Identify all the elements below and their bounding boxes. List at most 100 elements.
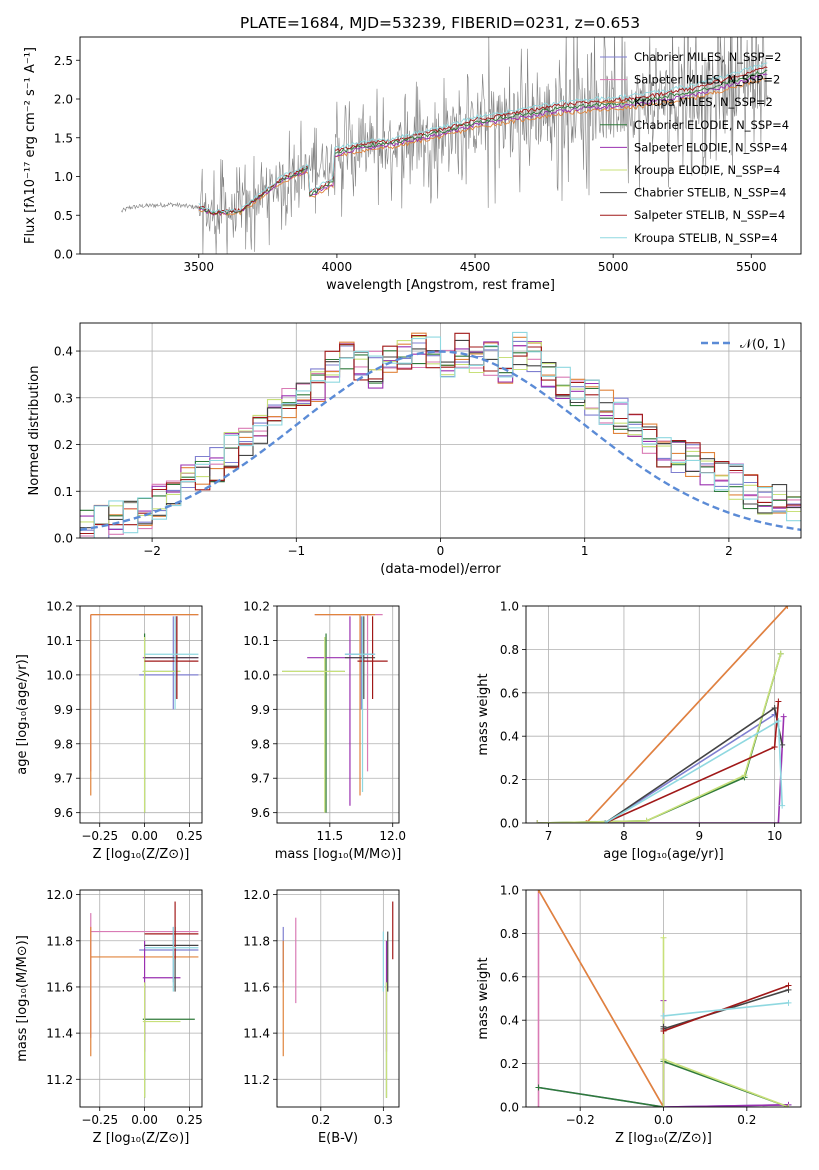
weight-marker [583, 820, 590, 823]
x-axis-label: mass [log₁₀(M/M⊙)] [275, 847, 402, 862]
errorbar-kroupa_stelib [344, 616, 376, 792]
x-tick-label: 0.0 [654, 1113, 673, 1127]
axes-frame [276, 605, 400, 824]
y-tick-label: 1.5 [54, 131, 73, 145]
legend-label: 𝒩(0, 1) [740, 336, 786, 351]
weight-marker [534, 820, 541, 823]
errorbar-kroupa_miles [314, 614, 376, 796]
weight-marker [775, 820, 782, 823]
y-tick-label: 9.8 [54, 737, 73, 751]
plot-area [80, 331, 801, 538]
x-axis-label: wavelength [Angstrom, rest frame] [326, 278, 555, 293]
y-tick-label: 0.5 [54, 209, 73, 223]
errorbar-chabrier_stelib [144, 616, 199, 699]
weight-marker [660, 1104, 667, 1107]
x-tick-label: 4500 [460, 260, 491, 274]
weight-marker [785, 1104, 792, 1107]
grid [277, 605, 399, 823]
legend-label: Salpeter STELIB, N_SSP=4 [634, 208, 785, 222]
errorbar-chabrier_miles [139, 616, 199, 710]
errorbar-chabrier_elodie [142, 982, 195, 1098]
x-tick-label: −0.25 [81, 829, 118, 843]
model-spectrum-kroupa_miles [198, 77, 768, 217]
y-tick-label: 2.5 [54, 54, 73, 68]
y-tick-label: 9.9 [251, 703, 270, 717]
model-spectrum-kroupa_stelib [198, 62, 768, 213]
y-tick-label: 9.6 [251, 806, 270, 820]
panel-age-vs-mass: 11.5 12.0 9.6 9.7 9.8 9.9 10.0 10.1 10.2 mass [lo… [243, 600, 406, 863]
plot-area [90, 614, 199, 813]
weight-line-salpeter_stelib [663, 984, 789, 1032]
errorbar-salpeter_stelib [144, 616, 199, 699]
legend-label: Chabrier MILES, N_SSP=2 [634, 50, 781, 64]
y-tick-label: 11.6 [46, 980, 73, 994]
weight-line-chabrier_miles [604, 713, 776, 823]
axes-frame [79, 322, 802, 539]
legend-label: Salpeter MILES, N_SSP=2 [634, 73, 780, 87]
legend-label: Kroupa ELODIE, N_SSP=4 [634, 163, 780, 177]
weight-marker [785, 999, 792, 1006]
y-axis-label: mass [log₁₀(M/M⊙)] [15, 935, 30, 1062]
histogram-kroupa_stelib [80, 331, 801, 538]
x-tick-label: 8 [620, 829, 628, 843]
x-tick-label: 0.25 [176, 829, 203, 843]
x-tick-label: 5500 [736, 260, 767, 274]
errorbar-kroupa_elodie [142, 982, 181, 1098]
y-tick-label: 9.7 [251, 772, 270, 786]
weight-marker [660, 1028, 667, 1035]
errorbar-kroupa_stelib [144, 926, 199, 992]
panel-weight-vs-age: 7 8 9 10 0.0 0.2 0.4 0.6 0.8 1.0 age [log₁₀(age/yr… [476, 600, 802, 862]
y-axis-label: mass weight [476, 957, 491, 1039]
plot-area [90, 901, 199, 1098]
legend-label: Kroupa STELIB, N_SSP=4 [634, 231, 778, 245]
y-tick-label: 1.0 [500, 884, 519, 898]
y-tick-label: 9.8 [251, 737, 270, 751]
x-axis-label: Z [log₁₀(Z/Z⊙)] [93, 847, 190, 862]
y-tick-label: 2.0 [54, 93, 73, 107]
weight-line-kroupa_elodie [537, 653, 782, 823]
weight-marker [771, 704, 778, 711]
axes-frame [79, 605, 203, 824]
weight-marker [535, 1104, 542, 1107]
grid [80, 890, 202, 1107]
errorbar-kroupa_elodie [142, 637, 181, 813]
y-tick-label: 11.2 [243, 1073, 270, 1087]
x-tick-label: 4000 [322, 260, 353, 274]
y-tick-label: 0.0 [54, 248, 73, 262]
y-tick-label: 9.9 [54, 703, 73, 717]
y-tick-label: 11.2 [46, 1073, 73, 1087]
weight-marker [784, 606, 791, 609]
y-axis-label: age [log₁₀(age/yr)] [15, 654, 30, 775]
y-tick-label: 0.8 [500, 643, 519, 657]
y-tick-label: 10.1 [46, 634, 73, 648]
x-tick-label: 11.5 [316, 829, 343, 843]
x-tick-label: 0.2 [737, 1113, 756, 1127]
y-tick-label: 12.0 [46, 888, 73, 902]
y-tick-label: 0.6 [500, 970, 519, 984]
x-axis-label: (data-model)/error [380, 562, 501, 577]
legend-label: Chabrier ELODIE, N_SSP=4 [634, 118, 789, 132]
panel-mass-vs-z: −0.25 0.00 0.25 11.2 11.4 11.6 11.8 12.0 Z [log₁… [15, 888, 203, 1146]
x-axis-label: age [log₁₀(age/yr)] [603, 847, 724, 862]
errorbar-salpeter_elodie [307, 616, 368, 806]
y-tick-label: 1.0 [500, 600, 519, 614]
x-tick-label: 0.25 [176, 1113, 203, 1127]
weight-marker [660, 1012, 667, 1019]
x-tick-label: 3500 [184, 260, 215, 274]
plot-area [282, 901, 394, 1098]
weight-marker [741, 772, 748, 779]
weight-marker [775, 718, 782, 725]
axes-frame [79, 889, 203, 1108]
figure-title: PLATE=1684, MJD=53239, FIBERID=0231, z=0… [240, 14, 640, 32]
errorbar-kroupa_stelib [144, 616, 199, 710]
errorbar-kroupa_miles [90, 614, 199, 796]
y-tick-label: 0.2 [500, 773, 519, 787]
y-tick-label: 0.2 [54, 438, 73, 452]
panel-weight-vs-z: −0.2 0.0 0.2 0.0 0.2 0.4 0.6 0.8 1.0 Z [log₁₀(Z/Z… [476, 884, 802, 1146]
x-tick-label: 12.0 [379, 829, 406, 843]
axes-frame [525, 889, 802, 1108]
y-tick-label: 0.4 [500, 1014, 519, 1028]
y-tick-label: 10.2 [243, 600, 270, 614]
x-tick-label: −0.2 [566, 1113, 595, 1127]
y-tick-label: 10.1 [243, 634, 270, 648]
